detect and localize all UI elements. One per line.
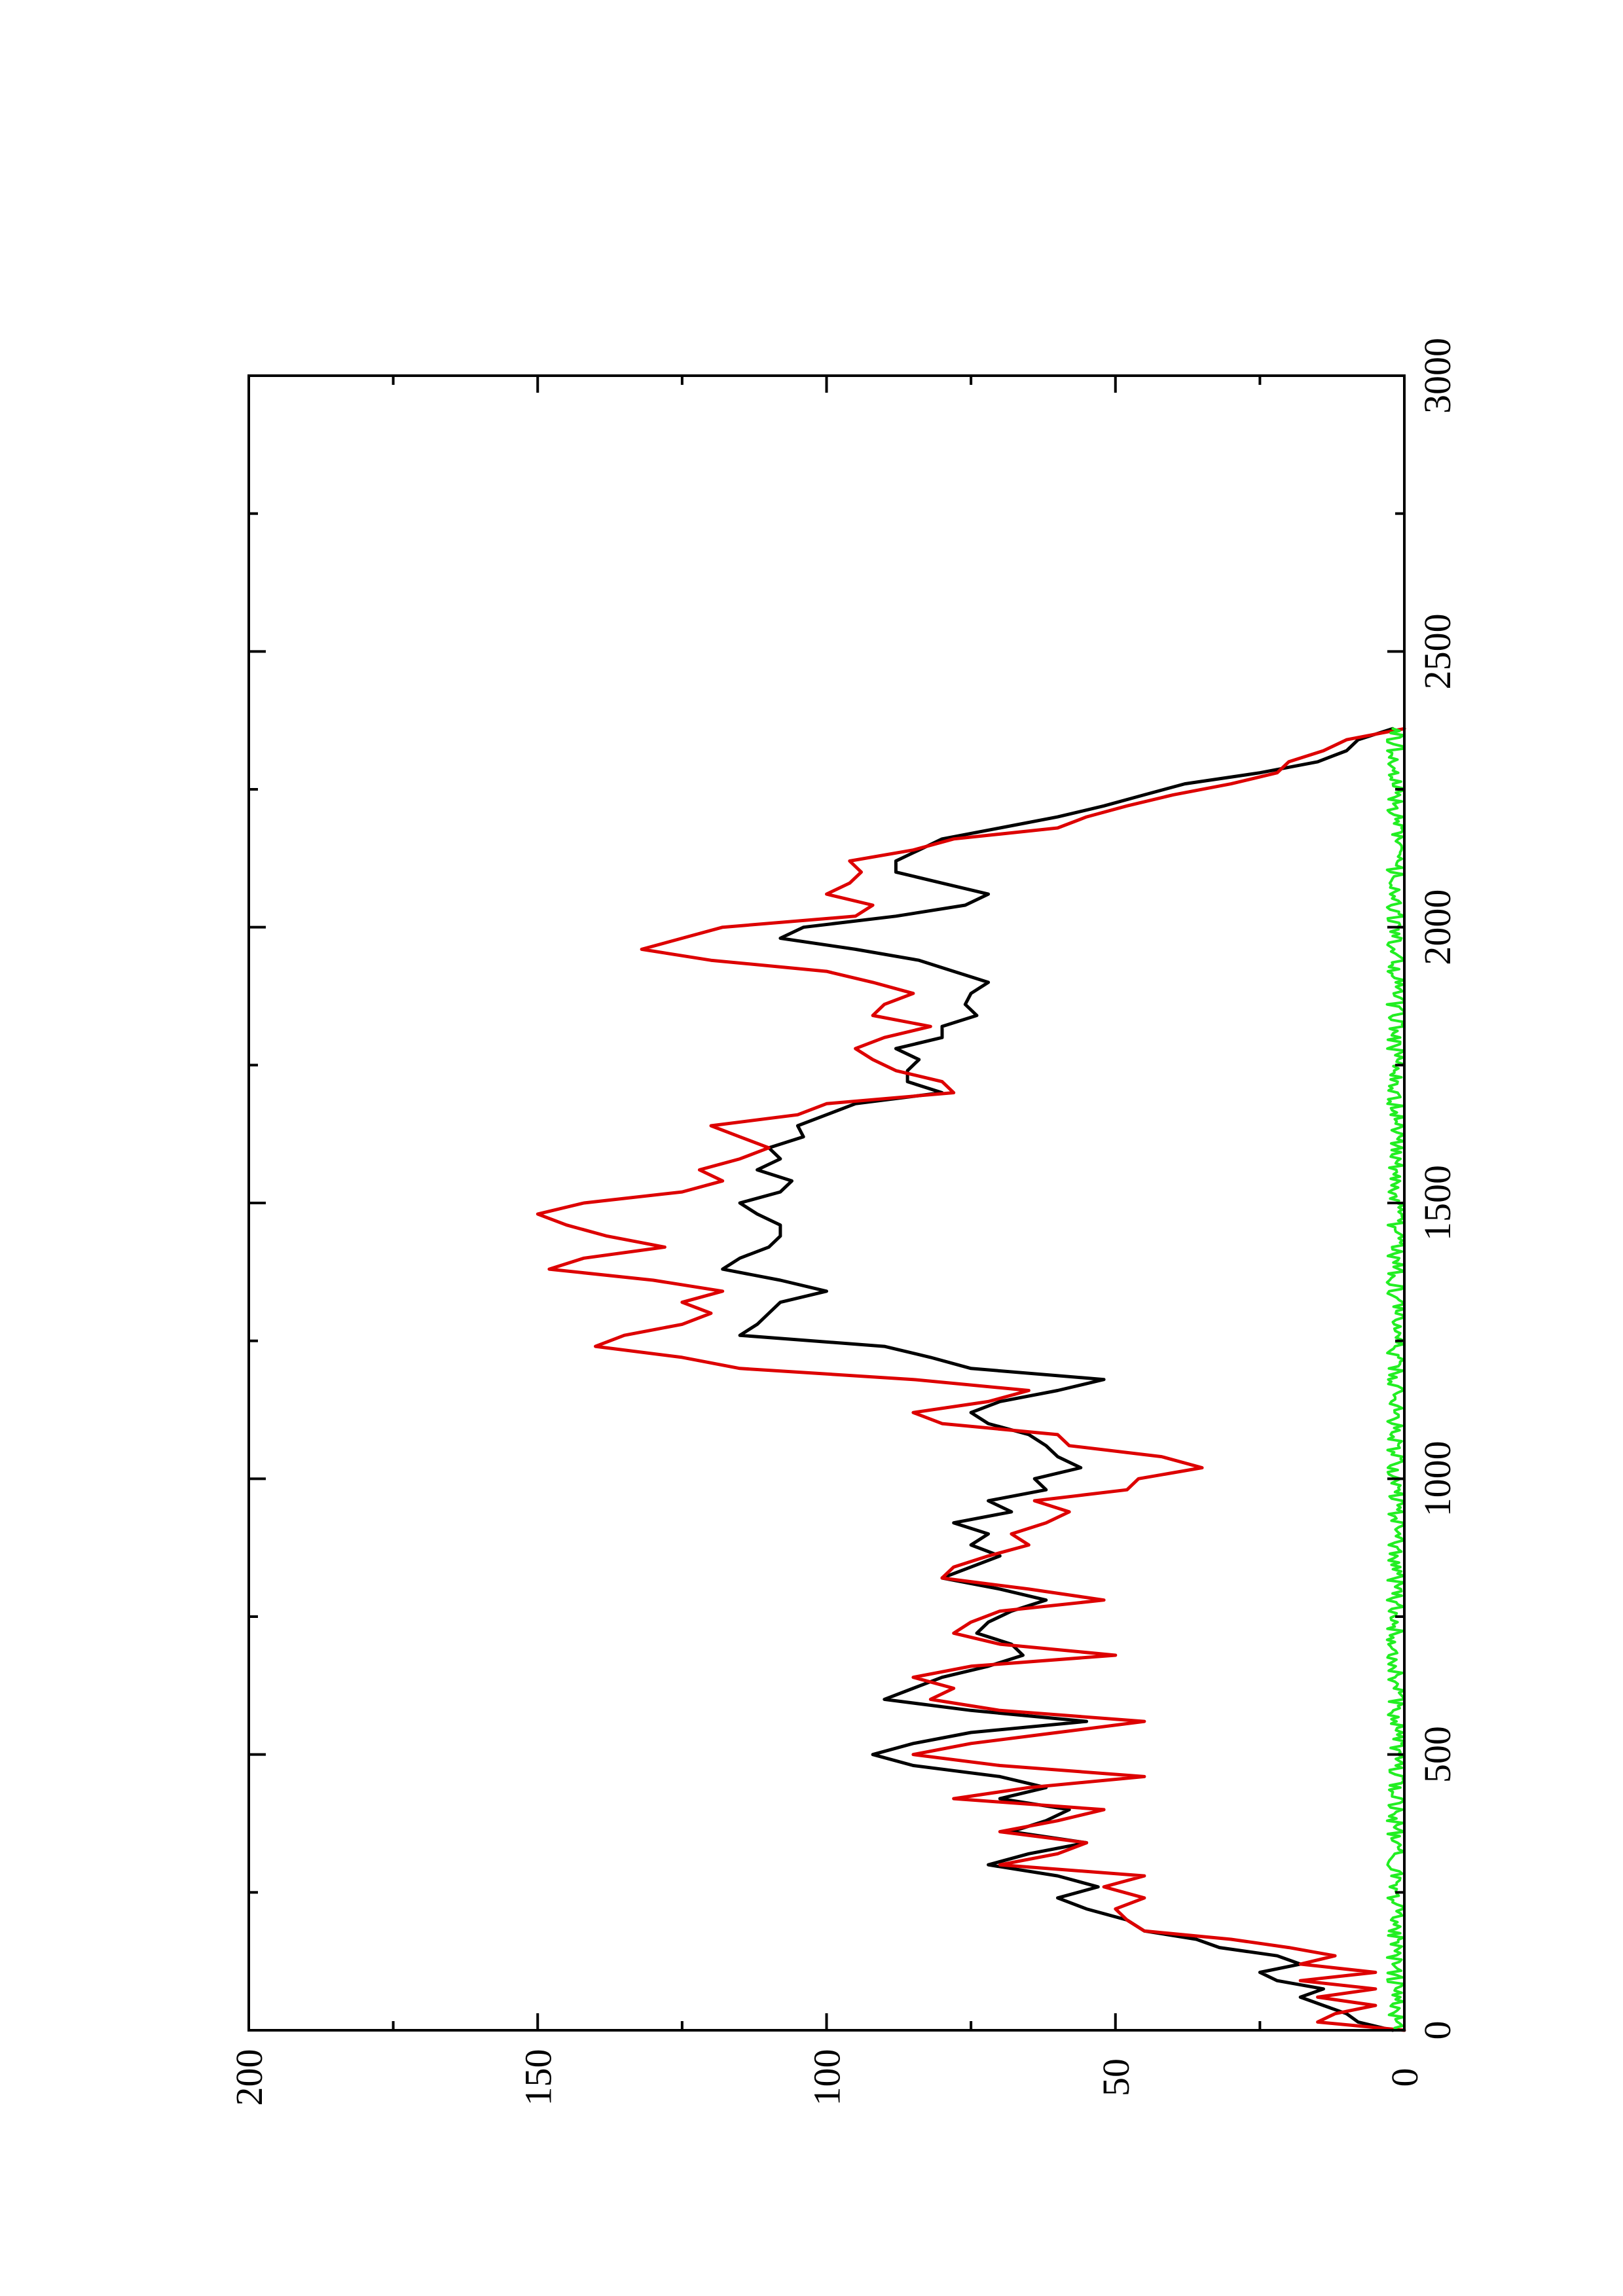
- series-layer: [536, 726, 1406, 2032]
- plot-frame: [247, 374, 1406, 2032]
- y-tick-label: 0: [1383, 2068, 1426, 2087]
- y-tick-label: 150: [517, 2049, 559, 2106]
- y-tick-label: 100: [806, 2049, 848, 2106]
- y-tick-label: 200: [228, 2049, 270, 2106]
- x-tick-label: 1000: [1416, 1441, 1459, 1516]
- x-tick-label: 500: [1416, 1726, 1459, 1783]
- x-tick-label: 3000: [1416, 338, 1459, 414]
- x-tick-label: 2000: [1416, 889, 1459, 965]
- series-line-3: [1385, 727, 1406, 2032]
- x-tick-label: 0: [1416, 2021, 1459, 2040]
- series-line-2: [536, 726, 1406, 2032]
- x-tick-label: 2500: [1416, 613, 1459, 689]
- x-tick-label: 1500: [1416, 1165, 1459, 1241]
- y-tick-label: 50: [1095, 2058, 1137, 2096]
- tick-label-layer: 0 500 1000 1500 2000 2500 3000 0 50 100 150 200: [228, 338, 1459, 2106]
